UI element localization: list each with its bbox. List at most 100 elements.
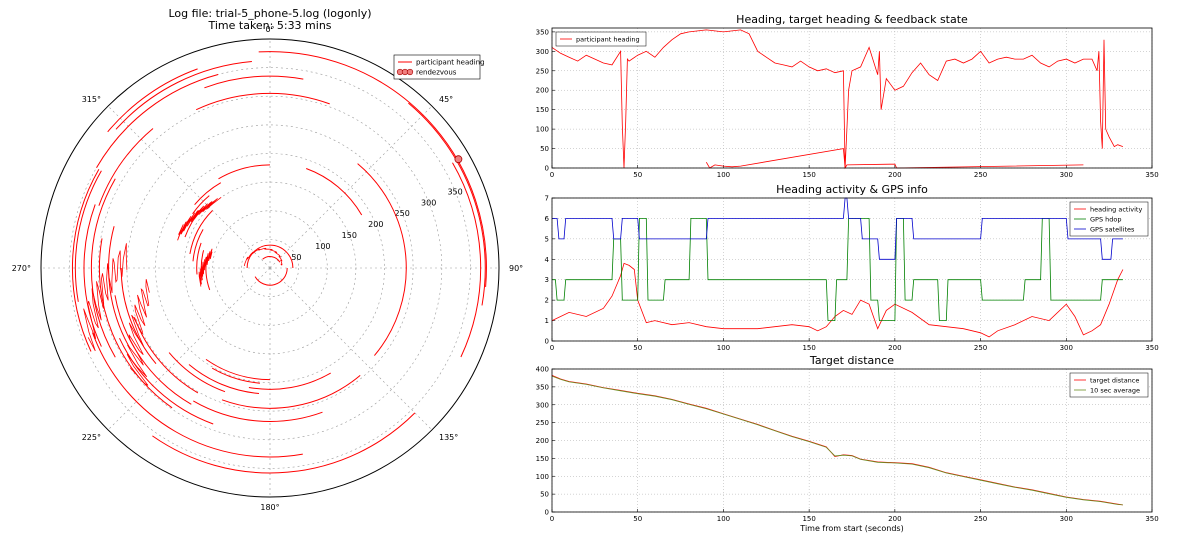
polar-heading-arc (192, 229, 204, 262)
y-tick-label: 50 (540, 145, 549, 153)
y-tick-label: 350 (536, 28, 549, 36)
polar-radial-tick-label: 250 (395, 209, 410, 218)
polar-angle-label: 0° (265, 25, 274, 34)
polar-heading-arc (452, 162, 482, 358)
y-tick-label: 150 (536, 106, 549, 114)
x-axis-label: Time from start (seconds) (799, 524, 903, 533)
y-tick-label: 50 (540, 491, 549, 499)
polar-heading-arc (408, 102, 486, 306)
polar-radial-tick-label: 100 (315, 242, 330, 251)
polar-heading-arc (92, 332, 303, 458)
legend-swatch-rendezvous (406, 68, 414, 76)
polar-ring-200 (155, 153, 385, 383)
polar-heading-arc (262, 256, 281, 263)
legend-label-gps-satellites: GPS satellites (1090, 226, 1135, 234)
y-tick-label: 0 (545, 509, 549, 517)
series-line-gps-satellites (552, 197, 1123, 260)
y-tick-label: 350 (536, 383, 549, 391)
legend-label-participant-heading: participant heading (416, 59, 485, 67)
polar-radial-tick-label: 150 (342, 231, 357, 240)
chart-title-heading: Heading, target heading & feedback state (736, 13, 968, 26)
polar-radial-tick-label: 350 (447, 187, 462, 196)
polar-heading-arc (200, 250, 205, 280)
x-tick-label: 0 (550, 515, 554, 523)
x-tick-label: 250 (974, 171, 987, 179)
polar-heading-arc (248, 372, 331, 390)
polar-ring-350 (69, 67, 471, 469)
chart-title-activity: Heading activity & GPS info (776, 183, 928, 196)
polar-heading-arc (218, 164, 271, 180)
x-tick-label: 100 (717, 344, 730, 352)
legend-box (555, 31, 647, 47)
polar-heading-arc (194, 182, 222, 206)
polar-heading-arc (98, 128, 154, 206)
polar-spoke-135 (269, 267, 433, 431)
x-tick-label: 350 (1145, 515, 1158, 523)
legend-label-rendezvous: rendezvous (416, 69, 457, 77)
legend-label-heading-activity: heading activity (1090, 206, 1142, 214)
chart-title-distance: Target distance (809, 354, 894, 367)
legend-label-target-distance: target distance (1090, 377, 1139, 385)
polar-ring-150 (183, 181, 357, 355)
x-tick-label: 100 (717, 515, 730, 523)
polar-heading-arc (83, 204, 102, 347)
polar-legend-box (393, 54, 481, 80)
time-taken-title: Time taken: 5:33 mins (207, 19, 331, 32)
y-tick-label: 100 (536, 473, 549, 481)
polar-heading-arc (306, 168, 363, 216)
polar-heading-plot: 50 100 150 200 250 300 350 0° 45° 90° 135° 180° 225°… (12, 25, 523, 512)
plot-area (552, 28, 1152, 168)
polar-heading-arc (204, 75, 304, 89)
polar-heading-arc (120, 267, 157, 365)
x-tick-label: 200 (888, 171, 901, 179)
y-tick-label: 300 (536, 48, 549, 56)
polar-heading-arc (107, 68, 198, 133)
x-tick-label: 150 (802, 515, 815, 523)
x-tick-label: 150 (802, 344, 815, 352)
polar-radial-tick-label: 300 (421, 198, 436, 207)
y-tick-label: 300 (536, 401, 549, 409)
y-tick-label: 0 (545, 338, 549, 346)
polar-heading-arc (189, 210, 213, 254)
polar-heading-jitter (243, 247, 283, 267)
x-tick-label: 0 (550, 171, 554, 179)
series-line-heading-activity (551, 262, 1124, 338)
y-tick-label: 7 (545, 195, 549, 203)
y-tick-label: 5 (545, 235, 549, 243)
polar-heading-arc (119, 337, 214, 425)
y-tick-label: 400 (536, 366, 549, 374)
x-tick-label: 50 (633, 171, 642, 179)
polar-angle-label: 225° (82, 433, 101, 442)
polar-angle-label: 180° (260, 503, 279, 512)
x-tick-label: 50 (633, 344, 642, 352)
log-file-title: Log file: trial-5_phone-5.log (logonly) (168, 7, 371, 20)
x-tick-label: 300 (1060, 171, 1073, 179)
polar-heading-arc (246, 244, 294, 269)
polar-heading-arc (114, 295, 192, 405)
y-tick-label: 100 (536, 126, 549, 134)
polar-spoke-315 (107, 105, 271, 269)
legend-label-10-sec-average: 10 sec average (1090, 387, 1140, 395)
series-line-participant-heading (551, 29, 1124, 169)
polar-heading-arc (188, 364, 260, 394)
x-tick-label: 0 (550, 344, 554, 352)
polar-spoke-225 (107, 267, 271, 431)
polar-heading-jitter (126, 279, 150, 386)
x-tick-label: 300 (1060, 515, 1073, 523)
x-tick-label: 150 (802, 171, 815, 179)
polar-heading-arc (193, 400, 323, 422)
polar-spoke-45 (269, 105, 433, 269)
polar-ring-300 (97, 95, 443, 441)
heading-chart: Heading, target heading & feedback state… (536, 13, 1159, 179)
x-tick-label: 350 (1145, 171, 1158, 179)
y-tick-label: 2 (545, 297, 549, 305)
x-tick-label: 350 (1145, 344, 1158, 352)
x-tick-label: 200 (888, 515, 901, 523)
target-distance-chart: Target distance 0 50 100 150 200 250 300 350 0 50 1… (536, 354, 1159, 533)
polar-radial-tick-label: 200 (368, 220, 383, 229)
series-line-target-heading (705, 148, 1084, 170)
legend-label-gps-hdop: GPS hdop (1090, 216, 1122, 224)
x-tick-label: 200 (888, 344, 901, 352)
polar-heading-arc (258, 51, 487, 287)
